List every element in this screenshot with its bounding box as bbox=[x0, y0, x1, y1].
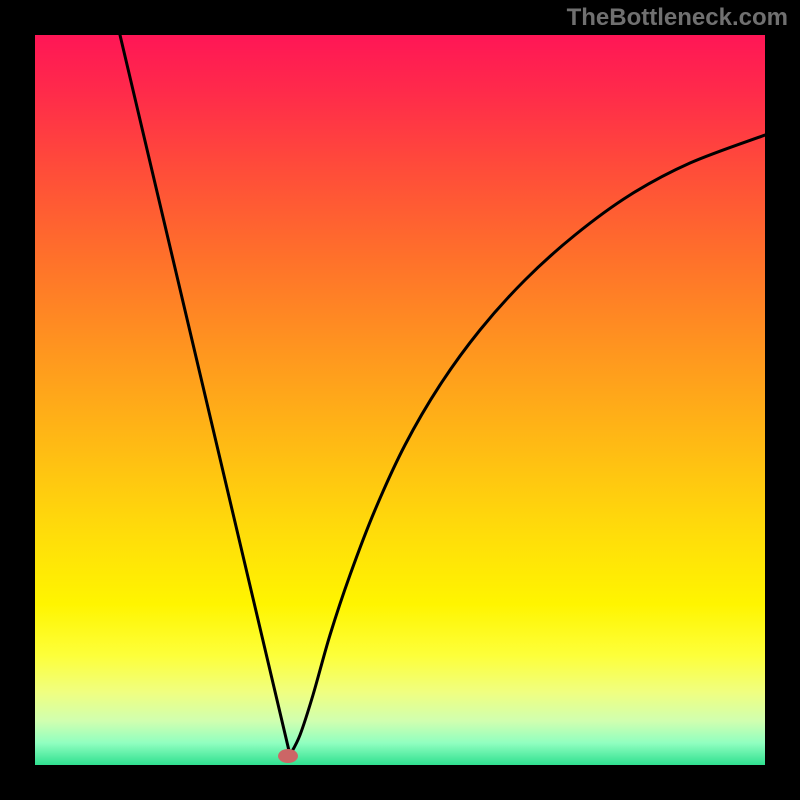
minimum-marker bbox=[278, 749, 298, 763]
bottleneck-curve bbox=[35, 35, 765, 765]
watermark-text: TheBottleneck.com bbox=[567, 4, 788, 32]
chart-container: TheBottleneck.com bbox=[0, 0, 800, 800]
plot-area bbox=[35, 35, 765, 765]
